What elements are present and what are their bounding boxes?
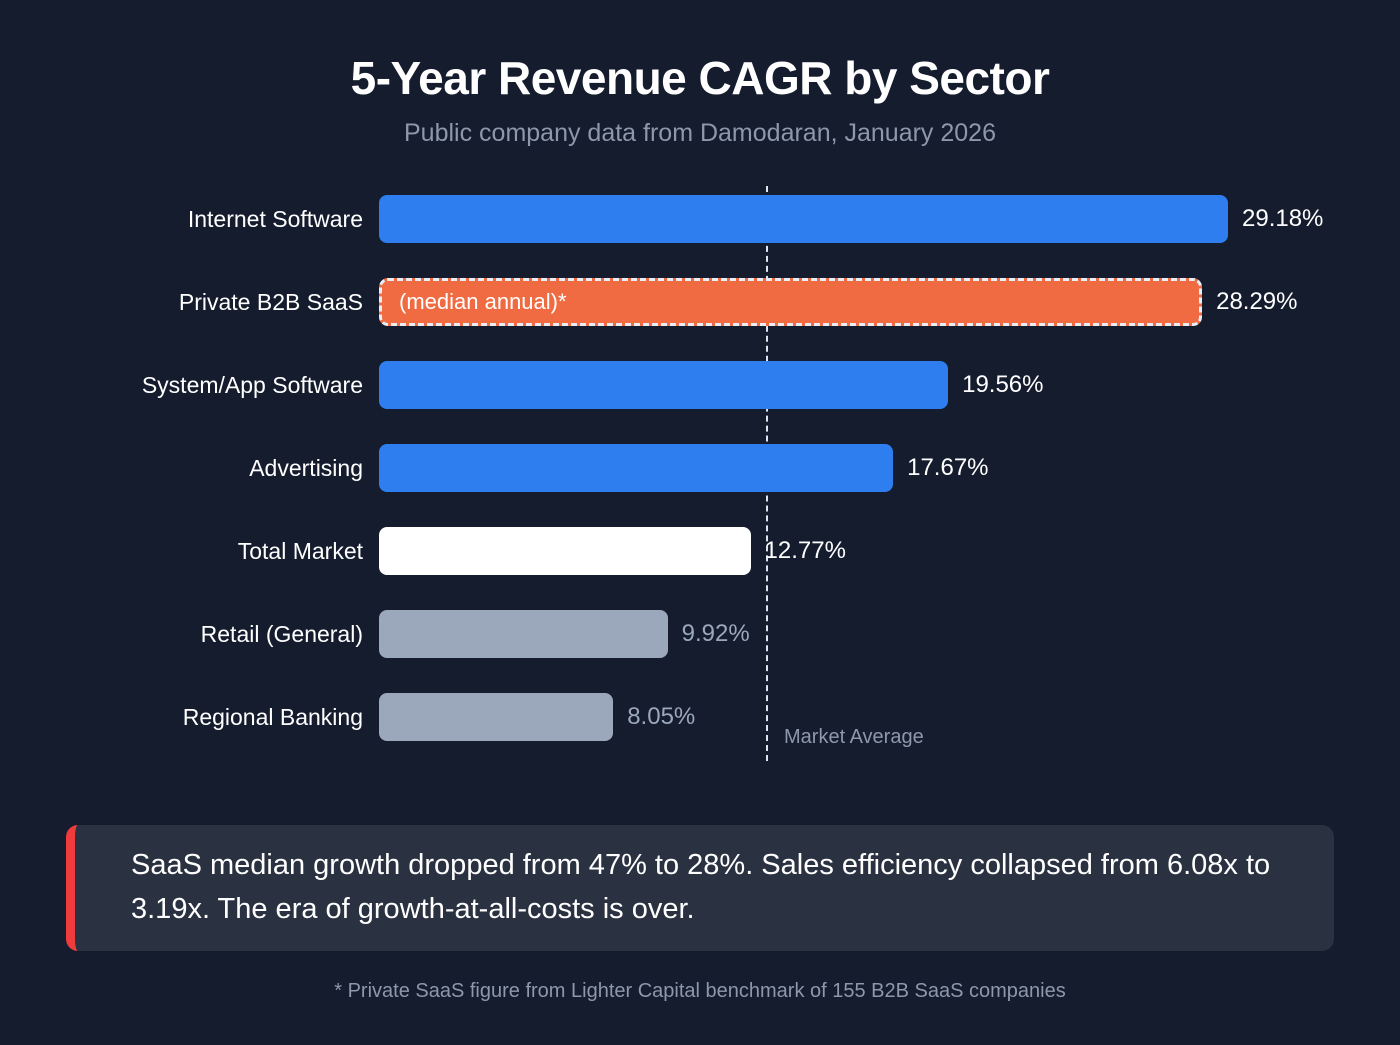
bar-and-value: 9.92% [379, 610, 750, 659]
bar-inline-note: (median annual)* [399, 289, 567, 315]
bar-category-label: System/App Software [141, 371, 363, 398]
bar-category-label: Regional Banking [182, 703, 363, 730]
bar-category-label: Total Market [237, 537, 363, 564]
bar [379, 195, 1228, 244]
chart-subtitle: Public company data from Damodaran, Janu… [404, 118, 996, 147]
bar [379, 610, 668, 659]
bar-category-label: Retail (General) [200, 620, 363, 647]
bar-row: Total Market 12.77% [0, 510, 1400, 593]
bar-value-label: 28.29% [1216, 288, 1298, 316]
bar [379, 444, 894, 493]
bar-row: Private B2B SaaS (median annual)* 28.29% [0, 261, 1400, 344]
bar-row: Internet Software 29.18% [0, 178, 1400, 261]
bar-category-label: Private B2B SaaS [178, 288, 363, 315]
bar [379, 693, 614, 742]
bar-and-value: 19.56% [379, 361, 1044, 410]
bar-and-value: (median annual)* 28.29% [379, 278, 1298, 327]
bar-value-label: 12.77% [764, 537, 846, 565]
bar [379, 361, 949, 410]
market-average-label: Market Average [784, 725, 924, 748]
chart-header: 5-Year Revenue CAGR by Sector Public com… [0, 0, 1400, 148]
page-title: 5-Year Revenue CAGR by Sector [350, 52, 1050, 104]
bar-rows: Internet Software 29.18% Private B2B SaaS (… [0, 178, 1400, 759]
bar-value-label: 17.67% [907, 454, 989, 482]
bar-row: Retail (General) 9.92% [0, 593, 1400, 676]
bar-category-label: Advertising [249, 454, 363, 481]
bar-value-label: 9.92% [681, 620, 750, 648]
bar-row: System/App Software 19.56% [0, 344, 1400, 427]
bar-row: Advertising 17.67% [0, 427, 1400, 510]
callout-box: SaaS median growth dropped from 47% to 2… [66, 825, 1334, 951]
bar-value-label: 19.56% [962, 371, 1044, 399]
bar-and-value: 29.18% [379, 195, 1324, 244]
bar-value-label: 29.18% [1242, 205, 1324, 233]
bar-category-label: Internet Software [187, 205, 363, 232]
callout-text: SaaS median growth dropped from 47% to 2… [131, 848, 1271, 925]
footnote: * Private SaaS figure from Lighter Capit… [334, 980, 1066, 1002]
bar-and-value: 8.05% [379, 693, 696, 742]
bar: (median annual)* [379, 278, 1203, 327]
bar-and-value: 17.67% [379, 444, 989, 493]
bar-value-label: 8.05% [627, 703, 696, 731]
bar-and-value: 12.77% [379, 527, 846, 576]
bar-chart-plot-area: Market Average Internet Software 29.18% Pr… [0, 178, 1400, 761]
bar [379, 527, 751, 576]
bar-row: Regional Banking 8.05% [0, 676, 1400, 759]
